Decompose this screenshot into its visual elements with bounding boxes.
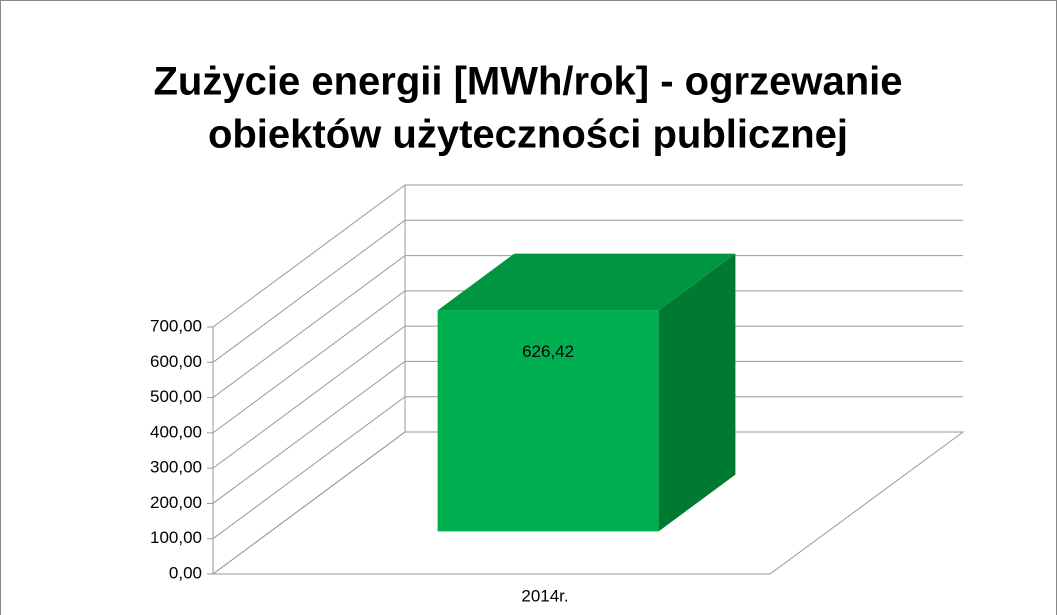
- y-tick-label: 100,00: [150, 528, 202, 547]
- grid-line: [212, 325, 963, 469]
- y-tick-label: 200,00: [150, 493, 202, 512]
- y-tick-label: 400,00: [150, 422, 202, 441]
- y-tick-label: 500,00: [150, 387, 202, 406]
- grid-line: [212, 431, 963, 575]
- grid-line: [212, 290, 963, 434]
- data-label: 626,42: [522, 342, 574, 361]
- bar-side: [658, 253, 736, 532]
- chart-title: obiektów użyteczności publicznej: [208, 113, 848, 157]
- y-tick-label: 0,00: [169, 563, 202, 582]
- y-tick-label: 600,00: [150, 352, 202, 371]
- grid-line: [212, 255, 963, 398]
- grid-line: [212, 360, 963, 504]
- bar-top: [437, 253, 736, 311]
- y-tick-label: 700,00: [150, 316, 202, 335]
- grid-line: [212, 396, 963, 540]
- bar: [437, 310, 659, 532]
- chart-title: Zużycie energii [MWh/rok] - ogrzewanie: [154, 60, 903, 104]
- grid-line: [212, 184, 963, 328]
- grid-line: [212, 219, 963, 363]
- y-tick-label: 300,00: [150, 458, 202, 477]
- x-tick-label: 2014r.: [521, 586, 568, 605]
